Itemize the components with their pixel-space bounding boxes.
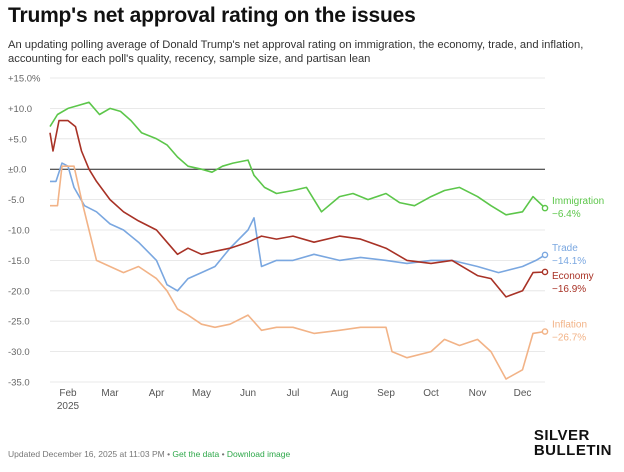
updated-timestamp: Updated December 16, 2025 at 11:03 PM [8,449,165,459]
x-tick-label: Sep [377,388,395,399]
x-tick-label: Aug [331,388,349,399]
y-tick-label: -35.0 [8,378,30,389]
y-tick-label: -15.0 [8,256,30,267]
series-line-trade [50,162,546,292]
y-tick-label: -10.0 [8,226,30,237]
y-axis: +15.0% +10.0 +5.0 ±0.0 -5.0 -10.0 -15.0 -20.0 -2… [8,74,41,389]
y-tick-label: +15.0% [8,74,41,85]
series-end-labels: Immigration −6.4% Trade −14.1% Economy −16.9%… [552,196,604,343]
series-end-point [541,204,549,212]
y-tick-label: +5.0 [8,134,27,145]
x-tick-label: Jun [240,388,256,399]
get-data-link[interactable]: Get the data [172,449,220,459]
series-line-inflation [50,165,546,380]
x-tick-sublabel: 2025 [57,401,80,412]
series-line-economy [49,119,546,298]
x-tick-label: Jul [287,388,300,399]
series-line-immigration [49,101,546,216]
x-tick-label: Mar [101,388,119,399]
y-tick-label: -25.0 [8,317,30,328]
series-final-value: −26.7% [552,333,586,344]
download-image-link[interactable]: Download image [226,449,291,459]
y-tick-label: -5.0 [8,195,24,206]
series-final-value: −16.9% [552,284,586,295]
series-label: Trade [552,243,578,254]
series-final-value: −14.1% [552,256,586,267]
x-tick-label: Nov [469,388,487,399]
x-tick-label: Apr [149,388,165,399]
x-tick-label: Dec [514,388,532,399]
series-end-point [541,268,549,276]
series-label: Immigration [552,196,604,207]
y-tick-label: -20.0 [8,286,30,297]
footer-sep: • [219,449,227,459]
x-tick-label: Feb [59,388,77,399]
logo-line-1: SILVER [533,427,590,444]
x-axis: Feb 2025 Mar Apr May Jun Jul Aug Sep Oct Nov Dec [57,388,532,412]
page-title: Trump's net approval rating on the issue… [8,4,416,27]
series-label: Inflation [552,320,587,331]
series-final-value: −6.4% [552,209,581,220]
series-end-point [541,328,549,335]
series-end-point [541,251,549,259]
x-tick-label: Oct [423,388,439,399]
grid-lines [50,77,545,383]
y-tick-label: +10.0 [8,104,32,115]
footer-sep: • [164,449,173,459]
series-lines [49,101,549,380]
y-tick-label: ±0.0 [8,165,26,176]
y-tick-label: -30.0 [8,347,30,358]
silver-bulletin-logo: SILVER BULLETIN [534,428,612,458]
logo-line-2: BULLETIN [533,442,612,459]
series-label: Economy [552,271,594,282]
x-tick-label: May [192,388,211,399]
page-subtitle: An updating polling average of Donald Tr… [8,39,584,65]
footer: Updated December 16, 2025 at 11:03 PM • … [8,449,290,459]
